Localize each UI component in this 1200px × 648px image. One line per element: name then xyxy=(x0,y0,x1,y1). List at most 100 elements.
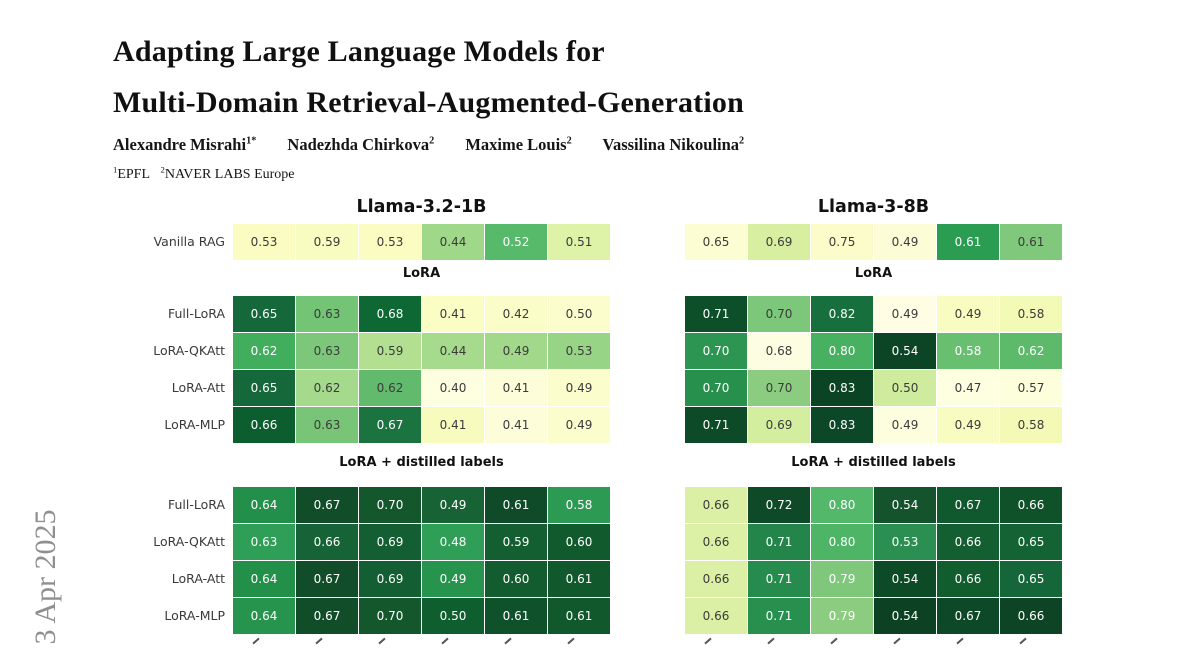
heatmap-cell: 0.71 xyxy=(748,524,810,560)
heatmap-cell: 0.41 xyxy=(485,370,547,406)
heatmap-cell: 0.65 xyxy=(233,370,295,406)
author: Vassilina Nikoulina2 xyxy=(602,135,745,154)
heatmap-row-label: LoRA-MLP xyxy=(164,608,225,623)
heatmap-cell: 0.70 xyxy=(748,296,810,332)
heatmap-cell: 0.71 xyxy=(685,407,747,443)
heatmap-cell: 0.54 xyxy=(874,598,936,634)
affiliation: 2NAVER LABS Europe xyxy=(160,164,295,182)
heatmap-cell: 0.69 xyxy=(748,407,810,443)
x-tick-label-stub xyxy=(567,637,575,645)
heatmap-cell: 0.49 xyxy=(422,561,484,597)
heatmap-cell: 0.70 xyxy=(359,487,421,523)
heatmap-cell: 0.54 xyxy=(874,333,936,369)
heatmap-row-label: LoRA-QKAtt xyxy=(153,534,225,549)
heatmap-cell: 0.70 xyxy=(685,333,747,369)
heatmap-cell: 0.82 xyxy=(811,296,873,332)
heatmap-cell: 0.75 xyxy=(811,224,873,260)
heatmap-cell: 0.71 xyxy=(748,561,810,597)
heatmap-cell: 0.58 xyxy=(1000,296,1062,332)
heatmap-section-header: LoRA + distilled labels xyxy=(791,455,956,470)
heatmap-cell: 0.44 xyxy=(422,333,484,369)
heatmap-cell: 0.69 xyxy=(748,224,810,260)
heatmap-cell: 0.49 xyxy=(874,224,936,260)
heatmap-cell: 0.61 xyxy=(548,598,610,634)
heatmap-cell: 0.71 xyxy=(685,296,747,332)
heatmap-cell: 0.66 xyxy=(296,524,358,560)
heatmap-cell: 0.61 xyxy=(937,224,999,260)
heatmap-cell: 0.58 xyxy=(548,487,610,523)
heatmap-section-header: LoRA + distilled labels xyxy=(339,455,504,470)
heatmap-cell: 0.49 xyxy=(422,487,484,523)
heatmap-cell: 0.66 xyxy=(685,487,747,523)
heatmap-cell: 0.68 xyxy=(359,296,421,332)
heatmap-row-label: LoRA-QKAtt xyxy=(153,343,225,358)
heatmap-cell: 0.41 xyxy=(422,407,484,443)
heatmap-cell: 0.59 xyxy=(485,524,547,560)
x-tick-label-stub xyxy=(315,637,323,645)
heatmap-cell: 0.53 xyxy=(548,333,610,369)
heatmap-cell: 0.63 xyxy=(296,296,358,332)
heatmap-cell: 0.80 xyxy=(811,524,873,560)
heatmap-cell: 0.61 xyxy=(485,487,547,523)
author: Nadezhda Chirkova2 xyxy=(287,135,435,154)
heatmap-cell: 0.47 xyxy=(937,370,999,406)
x-tick-label-stub xyxy=(830,637,838,645)
author-affiliation-mark: 2 xyxy=(566,135,572,147)
heatmap-cell: 0.53 xyxy=(359,224,421,260)
heatmap-cell: 0.62 xyxy=(233,333,295,369)
heatmap-cell: 0.50 xyxy=(422,598,484,634)
affiliation: 1EPFL xyxy=(113,164,151,182)
heatmap-cell: 0.61 xyxy=(1000,224,1062,260)
heatmap-cell: 0.83 xyxy=(811,407,873,443)
heatmap-cell: 0.54 xyxy=(874,487,936,523)
heatmap-cell: 0.50 xyxy=(874,370,936,406)
x-tick-label-stub xyxy=(704,637,712,645)
heatmap-cell: 0.58 xyxy=(1000,407,1062,443)
heatmap-row-label: LoRA-Att xyxy=(171,571,225,586)
heatmap-section-header: LoRA xyxy=(402,266,441,281)
heatmap-cell: 0.66 xyxy=(937,561,999,597)
heatmap-cell: 0.53 xyxy=(233,224,295,260)
heatmap-cell: 0.49 xyxy=(937,407,999,443)
heatmap-cell: 0.54 xyxy=(874,561,936,597)
heatmap-cell: 0.68 xyxy=(748,333,810,369)
heatmap-cell: 0.69 xyxy=(359,561,421,597)
heatmap-cell: 0.53 xyxy=(874,524,936,560)
x-tick-label-stub xyxy=(767,637,775,645)
heatmap-row-label: LoRA-MLP xyxy=(164,417,225,432)
heatmap-cell: 0.41 xyxy=(485,407,547,443)
heatmap-cell: 0.57 xyxy=(1000,370,1062,406)
heatmap-cell: 0.61 xyxy=(485,598,547,634)
heatmap-cell: 0.70 xyxy=(359,598,421,634)
heatmap-cell: 0.67 xyxy=(296,561,358,597)
heatmap-cell: 0.64 xyxy=(233,561,295,597)
heatmap-cell: 0.63 xyxy=(233,524,295,560)
heatmap-cell: 0.49 xyxy=(548,370,610,406)
paper-title-line2: Multi-Domain Retrieval-Augmented-Generat… xyxy=(113,86,744,119)
heatmap-cell: 0.63 xyxy=(296,407,358,443)
heatmap-cell: 0.70 xyxy=(685,370,747,406)
heatmap-cell: 0.65 xyxy=(233,296,295,332)
author-affiliation-mark: 1* xyxy=(246,135,257,147)
heatmap-cell: 0.65 xyxy=(1000,561,1062,597)
heatmap-cell: 0.66 xyxy=(1000,598,1062,634)
heatmap-cell: 0.67 xyxy=(296,598,358,634)
heatmap-cell: 0.49 xyxy=(937,296,999,332)
heatmap-cell: 0.49 xyxy=(874,296,936,332)
heatmap-cell: 0.58 xyxy=(937,333,999,369)
author-affiliation-mark: 2 xyxy=(429,135,435,147)
heatmap-cell: 0.79 xyxy=(811,598,873,634)
author: Maxime Louis2 xyxy=(465,135,572,154)
author: Alexandre Misrahi1* xyxy=(113,135,257,154)
heatmap-cell: 0.66 xyxy=(937,524,999,560)
heatmap-row-label: Vanilla RAG xyxy=(153,234,225,249)
x-tick-label-stub xyxy=(893,637,901,645)
heatmap-cell: 0.83 xyxy=(811,370,873,406)
heatmap-cell: 0.50 xyxy=(548,296,610,332)
heatmap-cell: 0.62 xyxy=(296,370,358,406)
heatmap-cell: 0.60 xyxy=(548,524,610,560)
author-list: Alexandre Misrahi1* Nadezhda Chirkova2 M… xyxy=(113,135,771,155)
author-affiliation-mark: 2 xyxy=(739,135,745,147)
